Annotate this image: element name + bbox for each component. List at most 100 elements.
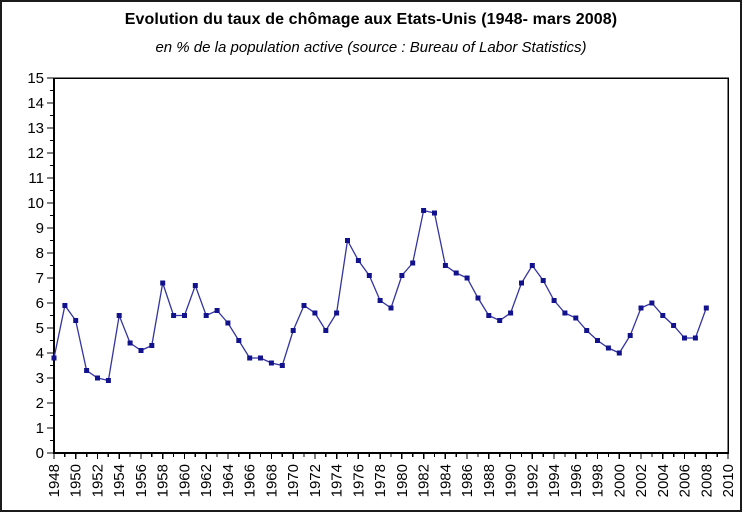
data-point-marker: [703, 305, 709, 311]
data-point-marker: [51, 355, 57, 361]
x-axis-label: 1966: [242, 464, 259, 497]
x-axis-label: 1970: [285, 464, 302, 497]
chart-subtitle: en % de la population active (source : B…: [155, 39, 587, 56]
data-point-marker: [551, 298, 557, 303]
data-point-marker: [486, 313, 492, 318]
data-point-marker: [279, 363, 285, 368]
data-point-marker: [660, 313, 666, 318]
data-point-marker: [519, 280, 524, 286]
data-point-marker: [616, 350, 622, 356]
data-point-marker: [540, 278, 546, 283]
axis-lines: [53, 78, 728, 454]
data-point-marker: [105, 378, 111, 383]
data-point-marker: [377, 298, 383, 303]
y-axis-label: 1: [36, 420, 44, 437]
data-point-marker: [127, 340, 133, 346]
x-axis-label: 1990: [503, 464, 520, 497]
x-axis-label: 2010: [720, 464, 737, 497]
x-axis-label: 1992: [524, 464, 541, 497]
data-point-marker: [475, 295, 481, 301]
x-axis-label: 2006: [677, 464, 694, 497]
data-point-marker: [73, 318, 79, 323]
x-axis-label: 1956: [133, 464, 150, 497]
x-axis-label: 1962: [198, 464, 215, 497]
x-axis-label: 1984: [437, 464, 454, 497]
x-axis-label: 1952: [89, 464, 106, 497]
x-axis-label: 2000: [611, 464, 628, 497]
x-axis-label: 2008: [698, 464, 715, 497]
data-point-marker: [312, 310, 318, 316]
data-point-marker: [464, 275, 470, 281]
data-point-marker: [649, 300, 655, 306]
y-axis-label: 13: [27, 120, 44, 137]
data-point-marker: [388, 305, 394, 311]
y-axis-label: 0: [36, 445, 44, 462]
x-axis-label: 1972: [307, 464, 324, 497]
data-point-marker: [258, 355, 263, 361]
x-axis-label: 1964: [220, 464, 237, 497]
y-axis-label: 9: [36, 220, 44, 237]
data-point-marker: [290, 328, 296, 333]
x-axis-label: 1976: [350, 464, 367, 497]
data-point-marker: [345, 238, 350, 243]
y-axis-label: 12: [27, 145, 44, 162]
x-axis-label: 1960: [176, 464, 193, 497]
data-point-marker: [334, 310, 340, 316]
data-point-marker: [171, 313, 177, 318]
x-axis-label: 1948: [46, 464, 63, 497]
y-axis-label: 2: [36, 395, 44, 412]
data-point-marker: [421, 208, 427, 213]
data-point-marker: [638, 305, 644, 311]
data-point-marker: [453, 270, 459, 276]
data-point-marker: [225, 320, 231, 326]
data-point-marker: [562, 310, 568, 316]
data-point-marker: [573, 315, 579, 321]
data-point-marker: [138, 348, 144, 353]
data-point-marker: [203, 313, 209, 318]
data-point-marker: [508, 310, 514, 316]
data-point-marker: [497, 318, 503, 323]
data-point-marker: [182, 313, 187, 318]
data-point-marker: [595, 338, 600, 343]
x-axis-label: 1980: [394, 464, 411, 497]
x-axis-label: 1950: [68, 464, 85, 497]
data-point-marker: [399, 273, 405, 278]
x-axis-label: 1968: [263, 464, 280, 497]
data-point-marker: [671, 323, 677, 328]
x-axis-label: 1996: [568, 464, 585, 497]
data-line: [53, 209, 707, 382]
data-point-marker: [442, 263, 448, 268]
data-point-marker: [95, 375, 100, 381]
data-point-marker: [682, 335, 687, 341]
y-axis-label: 10: [27, 195, 44, 212]
x-axis-label: 1986: [459, 464, 476, 497]
data-point-marker: [149, 343, 155, 348]
y-axis-label: 7: [36, 270, 44, 287]
data-point-marker: [627, 333, 633, 338]
y-axis-label: 5: [36, 320, 44, 337]
data-point-marker: [366, 273, 372, 278]
x-axis-label: 1978: [372, 464, 389, 497]
data-point-marker: [236, 338, 242, 343]
data-point-marker: [160, 280, 166, 286]
data-point-marker: [692, 335, 698, 341]
y-axis-label: 8: [36, 245, 44, 262]
data-point-marker: [323, 328, 329, 333]
x-axis-label: 1974: [329, 464, 346, 497]
x-axis-label: 1958: [155, 464, 172, 497]
data-point-marker: [605, 345, 611, 351]
data-point-marker: [192, 283, 198, 288]
data-point-marker: [62, 303, 68, 308]
data-point-marker: [268, 360, 274, 366]
data-point-marker: [301, 303, 307, 308]
x-axis-label: 1998: [590, 464, 607, 497]
chart-title: Evolution du taux de chômage aux Etats-U…: [124, 11, 618, 28]
data-point-marker: [214, 308, 220, 313]
x-axis-label: 1954: [111, 464, 128, 497]
y-axis-label: 6: [36, 295, 44, 312]
data-point-marker: [247, 355, 253, 361]
y-axis-label: 11: [28, 170, 44, 187]
data-point-marker: [116, 313, 122, 318]
